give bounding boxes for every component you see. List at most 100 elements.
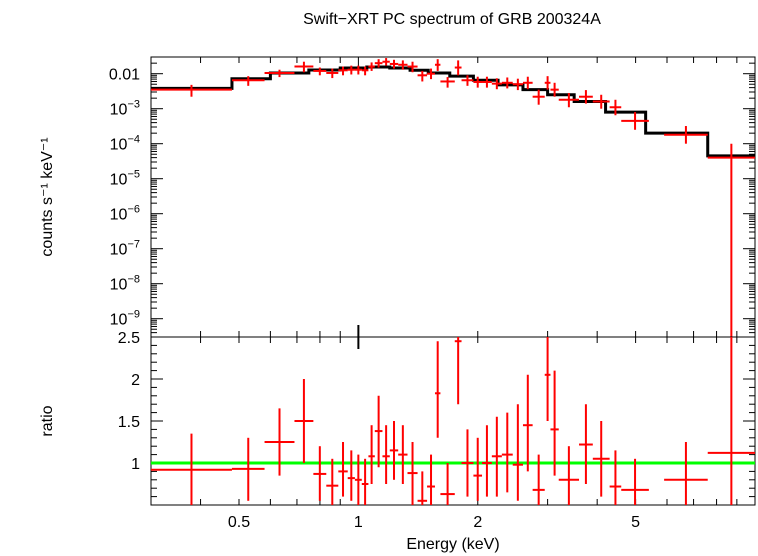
data-point bbox=[609, 99, 622, 116]
ratio-point bbox=[294, 379, 314, 463]
ratio-point bbox=[440, 463, 455, 505]
data-point bbox=[398, 60, 408, 70]
spectrum-y-axis-label: counts s⁻¹ keV⁻¹ bbox=[39, 137, 56, 256]
model-histogram bbox=[151, 65, 755, 158]
ratio-point bbox=[264, 408, 295, 476]
x-tick-label: 5 bbox=[631, 514, 640, 531]
ratio-point bbox=[151, 433, 232, 505]
ratio-point bbox=[621, 458, 649, 505]
data-point bbox=[482, 76, 492, 88]
ratio-point bbox=[592, 421, 610, 497]
spectrum-panel-frame bbox=[150, 56, 756, 338]
ratio-point bbox=[347, 450, 355, 501]
ratio-point bbox=[382, 425, 390, 484]
ratio-point bbox=[512, 404, 523, 501]
y-tick-label: 0.01 bbox=[109, 67, 140, 84]
y-tick-label: 10−9 bbox=[110, 309, 140, 329]
spectrum-y-ticks: 0.01 10−3 10−4 10−5 10−6 10−7 10−8 10−9 bbox=[109, 56, 755, 338]
ratio-x-ticks: 0.5 1 2 5 bbox=[150, 337, 738, 531]
data-point bbox=[558, 93, 580, 108]
ratio-point bbox=[389, 421, 399, 480]
ratio-point bbox=[368, 425, 375, 484]
ratio-point bbox=[461, 429, 474, 497]
data-point bbox=[664, 126, 708, 144]
ratio-y-axis-label: ratio bbox=[39, 405, 56, 436]
data-point bbox=[512, 78, 523, 91]
ratio-point bbox=[522, 374, 533, 472]
data-point bbox=[368, 62, 375, 71]
ratio-point bbox=[398, 425, 408, 484]
data-point bbox=[707, 143, 755, 337]
data-point bbox=[374, 59, 383, 68]
x-tick-label: 0.5 bbox=[228, 514, 250, 531]
y-tick-label: 1 bbox=[131, 456, 140, 473]
y-tick-label: 10−6 bbox=[110, 204, 140, 224]
data-point bbox=[592, 94, 610, 109]
data-point bbox=[326, 68, 339, 79]
ratio-point bbox=[609, 450, 622, 505]
y-tick-label: 10−3 bbox=[110, 99, 140, 119]
x-tick-label: 2 bbox=[473, 514, 482, 531]
data-point bbox=[550, 82, 559, 97]
ratio-point bbox=[427, 454, 435, 505]
data-point bbox=[491, 78, 502, 90]
spectrum-panel: 0.01 10−3 10−4 10−5 10−6 10−7 10−8 10−9 bbox=[109, 56, 756, 338]
y-tick-label: 10−4 bbox=[110, 134, 140, 154]
ratio-point bbox=[558, 446, 580, 505]
ratio-point bbox=[326, 458, 339, 505]
y-tick-label: 10−8 bbox=[110, 274, 140, 294]
data-point bbox=[473, 76, 483, 88]
y-tick-label: 1.5 bbox=[118, 414, 140, 431]
data-point bbox=[621, 112, 649, 130]
ratio-point bbox=[550, 370, 559, 476]
ratio-point bbox=[434, 341, 441, 438]
ratio-point bbox=[454, 337, 462, 405]
data-point bbox=[151, 84, 232, 97]
y-tick-label: 2.5 bbox=[118, 330, 140, 347]
data-point bbox=[382, 58, 390, 66]
ratio-point bbox=[374, 395, 383, 468]
y-tick-label: 2 bbox=[131, 372, 140, 389]
data-point bbox=[434, 59, 441, 71]
data-point bbox=[532, 89, 545, 105]
ratio-point bbox=[501, 412, 513, 493]
ratio-y-ticks: 1 1.5 2 2.5 bbox=[118, 330, 755, 506]
ratio-data-points bbox=[151, 337, 755, 505]
spectrum-data-points bbox=[151, 58, 755, 337]
data-point bbox=[313, 67, 327, 76]
ratio-point bbox=[473, 437, 483, 501]
ratio-point bbox=[491, 416, 502, 497]
data-point bbox=[389, 59, 399, 69]
data-point bbox=[264, 69, 295, 78]
data-point bbox=[522, 76, 533, 90]
ratio-point bbox=[532, 454, 545, 505]
data-point bbox=[427, 68, 435, 80]
data-point bbox=[294, 61, 314, 73]
y-tick-label: 10−7 bbox=[110, 239, 140, 259]
x-axis-label: Energy (keV) bbox=[406, 536, 499, 553]
ratio-point bbox=[544, 337, 551, 421]
ratio-point bbox=[231, 437, 265, 501]
ratio-point bbox=[482, 425, 492, 497]
data-point bbox=[407, 61, 418, 73]
spectrum-x-ticks bbox=[150, 57, 738, 337]
data-point bbox=[440, 77, 455, 88]
model-line bbox=[151, 65, 755, 158]
data-point bbox=[338, 66, 348, 76]
data-point bbox=[354, 65, 362, 75]
ratio-point bbox=[579, 404, 593, 484]
ratio-point bbox=[407, 442, 418, 505]
ratio-point bbox=[313, 446, 327, 501]
ratio-point bbox=[664, 442, 708, 505]
x-tick-label: 1 bbox=[354, 514, 363, 531]
ratio-panel: 1 1.5 2 2.5 0.5 1 2 5 bbox=[118, 330, 756, 531]
data-point bbox=[461, 75, 474, 86]
data-point bbox=[361, 66, 369, 76]
ratio-point bbox=[361, 458, 369, 505]
data-point bbox=[579, 90, 593, 104]
data-point bbox=[417, 70, 428, 82]
data-point bbox=[501, 77, 513, 89]
ratio-point bbox=[354, 454, 362, 505]
data-point bbox=[347, 65, 355, 75]
